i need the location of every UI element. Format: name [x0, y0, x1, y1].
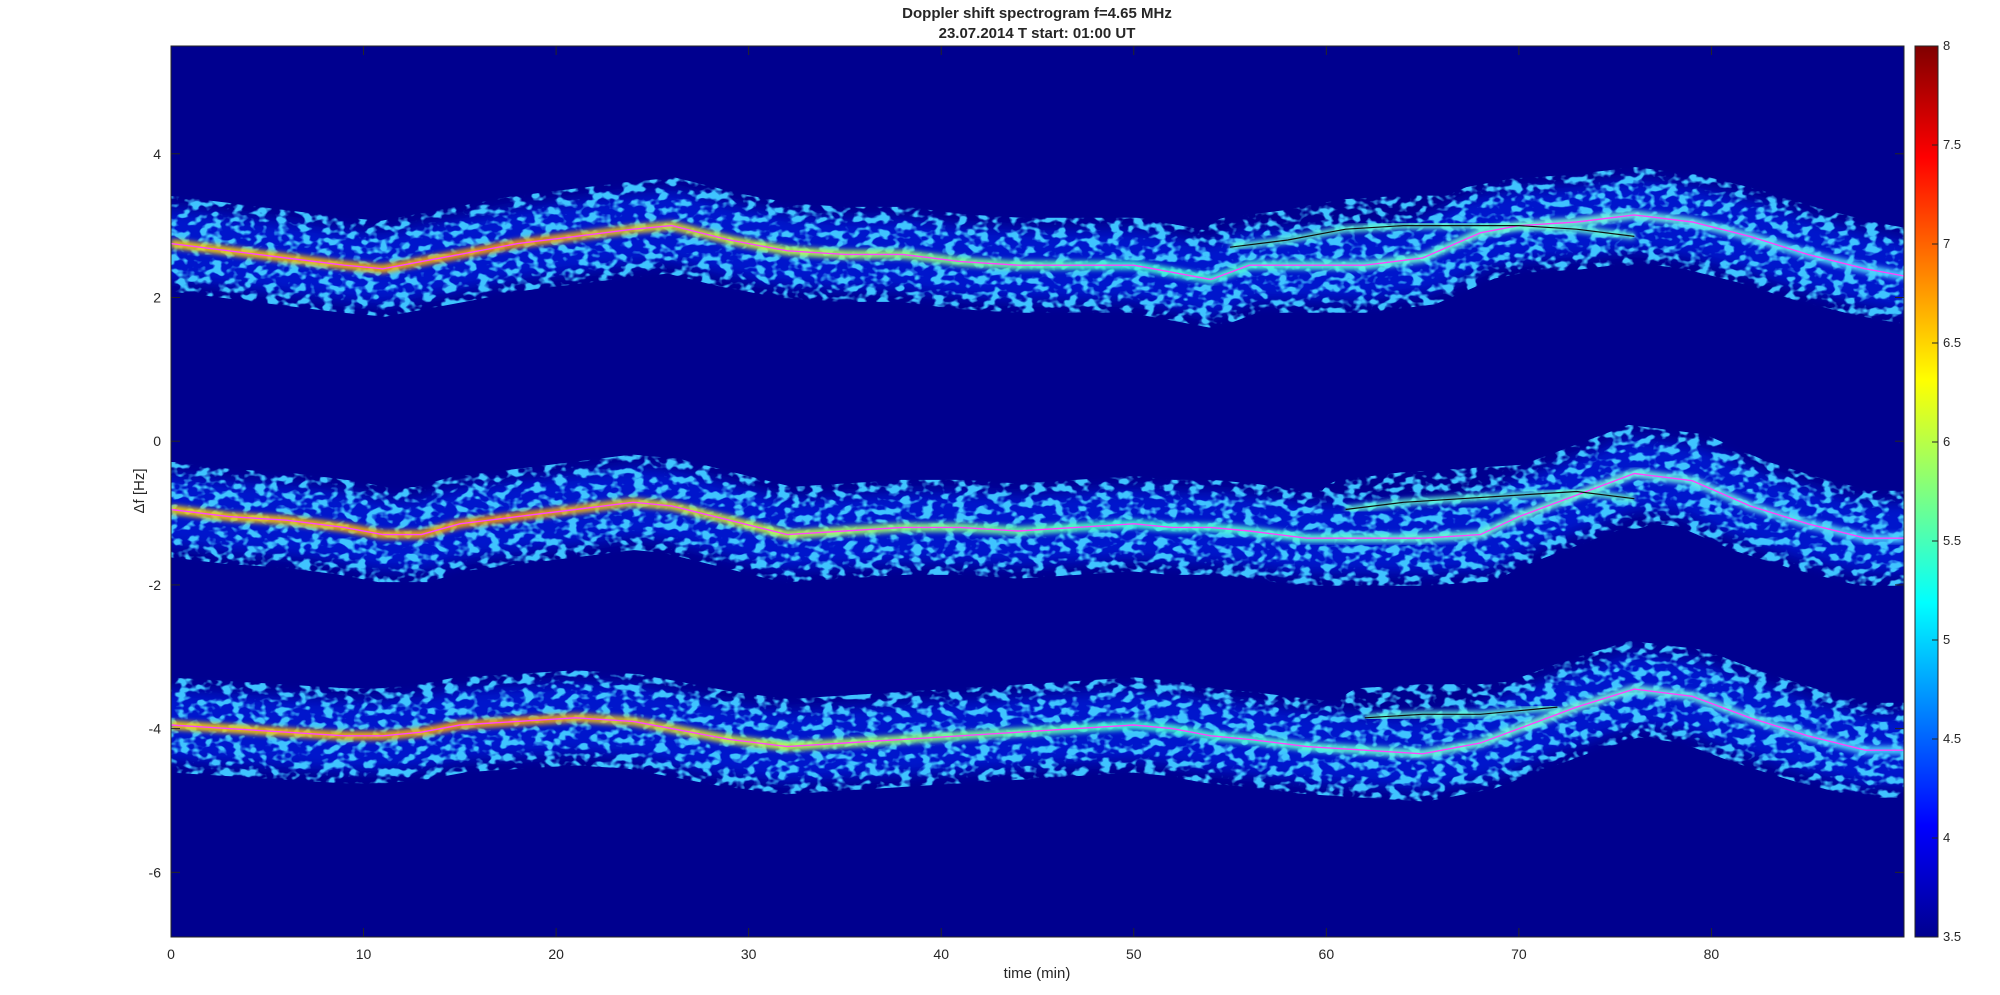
chart-subtitle: 23.07.2014 T start: 01:00 UT [939, 25, 1136, 42]
colorbar-tick-label: 4.5 [1943, 731, 1961, 746]
y-tick-label: 0 [153, 433, 161, 449]
colorbar [1914, 45, 1939, 938]
colorbar-tick-label: 3.5 [1943, 929, 1961, 944]
colorbar-tick-label: 7.5 [1943, 137, 1961, 152]
x-tick-label: 40 [933, 946, 949, 962]
x-tick-label: 0 [167, 946, 175, 962]
branch-trace [1345, 490, 1635, 511]
colorbar-tick-label: 6 [1943, 434, 1950, 449]
trace-layer [171, 214, 1904, 755]
colorbar-tick-label: 6.5 [1943, 335, 1961, 350]
colorbar-tick-label: 4 [1943, 830, 1950, 845]
y-axis-label: Δf [Hz] [131, 468, 148, 513]
x-tick-label: 20 [548, 946, 564, 962]
y-tick-label: -2 [149, 577, 162, 593]
chart-title: Doppler shift spectrogram f=4.65 MHz [902, 5, 1172, 22]
colorbar-tick-label: 5 [1943, 632, 1950, 647]
x-axis-label: time (min) [1004, 965, 1071, 982]
x-tick-label: 50 [1126, 946, 1142, 962]
x-tick-label: 10 [356, 946, 372, 962]
colorbar-tick-label: 8 [1943, 38, 1950, 53]
colorbar-tick-label: 7 [1943, 236, 1950, 251]
branch-trace [1230, 225, 1635, 248]
y-tick-label: 4 [153, 146, 161, 162]
y-tick-label: -4 [149, 721, 162, 737]
doppler-trace [171, 214, 1904, 281]
branch-trace [1364, 706, 1558, 719]
colorbar-tick-label: 5.5 [1943, 533, 1961, 548]
y-tick-label: -6 [149, 864, 162, 880]
y-axis: 4 2 0 -2 -4 -6 [149, 146, 1904, 880]
x-tick-label: 80 [1704, 946, 1720, 962]
doppler-trace [171, 688, 1904, 755]
x-tick-label: 70 [1511, 946, 1527, 962]
x-tick-label: 60 [1319, 946, 1335, 962]
speckle-noise [171, 46, 1904, 937]
y-tick-label: 2 [153, 289, 161, 305]
x-tick-label: 30 [741, 946, 757, 962]
colorbar-ticks: 8 7.5 7 6.5 6 5.5 5 4.5 4 3.5 [1932, 38, 1961, 944]
x-axis: 0 10 20 30 40 50 60 70 80 [167, 46, 1719, 962]
doppler-trace [171, 472, 1904, 539]
plot-frame [170, 45, 1905, 938]
